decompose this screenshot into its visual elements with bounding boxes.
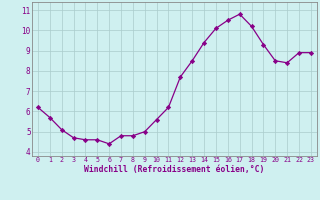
X-axis label: Windchill (Refroidissement éolien,°C): Windchill (Refroidissement éolien,°C) xyxy=(84,165,265,174)
